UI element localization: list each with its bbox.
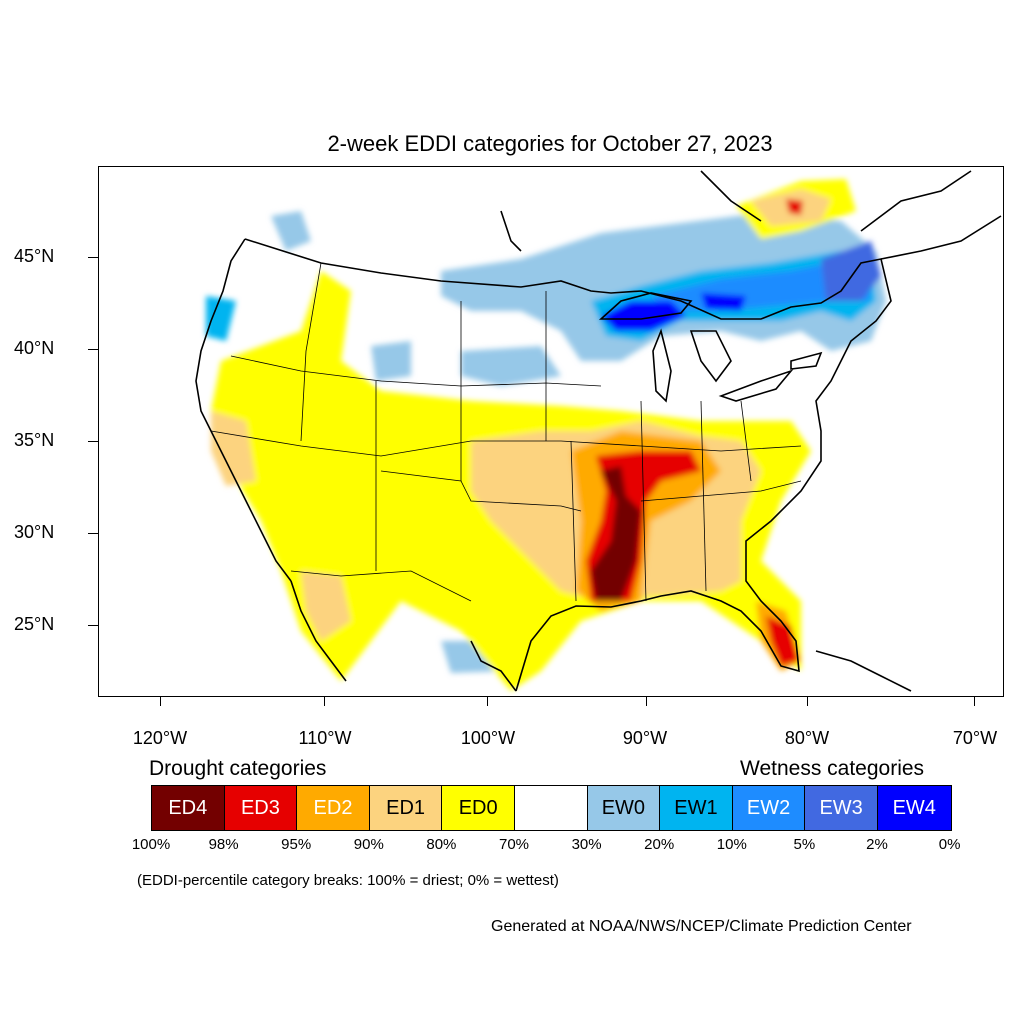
hudson-islands: [500, 210, 522, 252]
percentile-break-label: 0%: [938, 836, 961, 853]
border-line: [380, 470, 582, 512]
percentile-break-label: 100%: [131, 836, 171, 853]
dry-ed3-florida: [766, 616, 799, 666]
legend-swatch-ew1: EW1: [660, 786, 733, 830]
dry-ed1-california: [211, 411, 256, 486]
state-borders: [210, 262, 802, 602]
lon-tick: [974, 697, 975, 706]
wetness-categories-heading: Wetness categories: [740, 757, 925, 780]
legend-swatch-ed2: ED2: [297, 786, 370, 830]
lake-michigan: [652, 328, 672, 403]
lake-ontario: [790, 351, 823, 370]
border-line: [290, 570, 472, 602]
percentile-break-label: 5%: [793, 836, 816, 853]
legend-swatch-ew4: EW4: [877, 786, 951, 830]
credit-line: Generated at NOAA/NWS/NCEP/Climate Predi…: [491, 918, 912, 935]
lake-erie: [718, 369, 794, 402]
wet-ew4-ontario: [701, 293, 746, 311]
canada-coast-1: [700, 170, 762, 222]
lon-tick: [807, 697, 808, 706]
percentile-break-label: 20%: [644, 836, 675, 853]
category-note: (EDDI-percentile category breaks: 100% =…: [137, 872, 559, 889]
baja: [290, 580, 347, 682]
percentile-break-label: 90%: [353, 836, 384, 853]
wet-ew3-region: [821, 241, 881, 301]
border-line: [740, 400, 752, 482]
percentile-break-label: 80%: [426, 836, 457, 853]
legend-swatch-normal: [514, 786, 588, 830]
percentile-break-label: 98%: [208, 836, 239, 853]
us-outline: [244, 238, 892, 692]
legend-swatch-ed1: ED1: [369, 786, 443, 830]
lon-label-100w: 100°W: [460, 728, 516, 748]
coastlines: [195, 170, 1002, 692]
percentile-break-label: 30%: [571, 836, 602, 853]
us-map-svg: [195, 170, 1002, 692]
border-line: [230, 355, 602, 387]
legend-swatch-ed3: ED3: [224, 786, 298, 830]
dry-ed3-canada: [786, 199, 803, 215]
eddi-map: [98, 166, 1004, 697]
eddi-fields: [206, 179, 886, 691]
lon-tick: [487, 697, 488, 706]
lon-label-110w: 110°W: [298, 728, 352, 748]
lon-label-90w: 90°W: [622, 728, 668, 748]
percentile-break-label: 2%: [866, 836, 888, 853]
drought-categories-heading: Drought categories: [149, 757, 327, 780]
wet-ew0-mtn: [371, 341, 411, 381]
border-line: [210, 430, 802, 457]
lat-tick: [88, 533, 98, 534]
legend-swatch-ed0: ED0: [442, 786, 515, 830]
border-line: [640, 480, 802, 502]
legend-swatch-ed4: ED4: [152, 786, 225, 830]
west-coast: [195, 238, 292, 582]
lat-label-30: 30°N: [14, 522, 55, 542]
lake-superior: [598, 292, 693, 320]
lat-label-40: 40°N: [14, 338, 55, 358]
lon-label-120w: 120°W: [132, 728, 188, 748]
wet-ew0-plains: [461, 346, 561, 386]
legend-swatch-ew2: EW2: [732, 786, 806, 830]
lat-tick: [88, 441, 98, 442]
lat-tick: [88, 257, 98, 258]
caribbean-cuba: [815, 650, 912, 692]
lon-label-80w: 80°W: [784, 728, 830, 748]
wet-ew1-westcoast: [206, 296, 236, 341]
lon-tick: [646, 697, 647, 706]
wet-ew0-west: [271, 211, 311, 251]
lat-label-35: 35°N: [14, 430, 55, 450]
lon-tick: [160, 697, 161, 706]
percentile-break-label: 70%: [498, 836, 530, 853]
dry-ed4-region: [591, 466, 641, 601]
border-line: [570, 440, 577, 602]
lon-tick: [324, 697, 325, 706]
percentile-break-label: 10%: [716, 836, 747, 853]
lake-huron: [689, 330, 732, 383]
legend-swatch-ew0: EW0: [587, 786, 661, 830]
lat-label-25: 25°N: [14, 614, 55, 634]
map-title: 2-week EDDI categories for October 27, 2…: [327, 131, 773, 156]
percentile-break-label: 95%: [281, 836, 312, 853]
border-line: [300, 262, 322, 442]
lon-label-70w: 70°W: [952, 728, 998, 748]
lat-label-45: 45°N: [14, 246, 55, 266]
category-colorbar: ED4 ED3 ED2 ED1 ED0 EW0 EW1 EW2 EW3 EW4: [151, 785, 952, 831]
lat-tick: [88, 349, 98, 350]
mexico-gulf: [470, 640, 517, 692]
canada-coast-2: [860, 170, 972, 232]
legend-swatch-ew3: EW3: [805, 786, 878, 830]
wet-ew4-region: [601, 301, 686, 331]
lat-tick: [88, 625, 98, 626]
dry-ed1-mexico: [301, 571, 351, 641]
canada-coast-3: [880, 215, 1002, 260]
